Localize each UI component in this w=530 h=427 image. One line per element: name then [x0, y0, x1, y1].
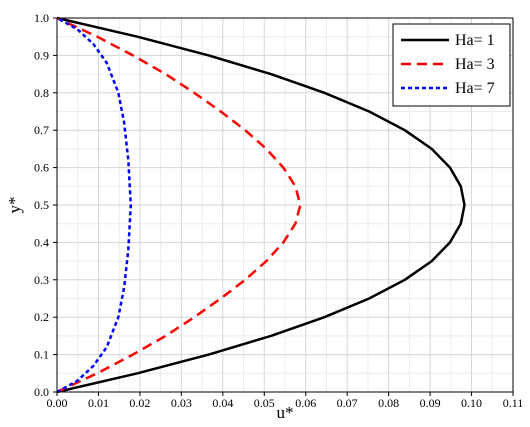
- y-tick-label: 0.4: [34, 235, 49, 249]
- y-tick-label: 0.3: [34, 273, 49, 287]
- y-tick-label: 1.0: [34, 11, 49, 25]
- x-tick-label: 0.06: [295, 396, 316, 410]
- y-tick-label: 0.5: [34, 198, 49, 212]
- y-tick-label: 0.8: [34, 86, 49, 100]
- y-axis-ticks: 0.0 0.1 0.2 0.3 0.4 0.5 0.6 0.7 0.8 0.9 1.0: [34, 11, 57, 399]
- x-axis-ticks: 0.00 0.01 0.02 0.03 0.04 0.05 0.06 0.07 0.08 0.09…: [47, 392, 524, 410]
- x-tick-label: 0.00: [47, 396, 68, 410]
- series-line-2: [56, 16, 302, 394]
- x-tick-label: 0.11: [503, 396, 524, 410]
- legend-box: [392, 23, 511, 107]
- x-tick-label: 0.05: [254, 396, 275, 410]
- x-tick-label: 0.02: [129, 396, 150, 410]
- legend-label: Ha= 7: [455, 80, 495, 97]
- y-tick-label: 0.2: [34, 310, 49, 324]
- legend-label: Ha= 1: [455, 32, 495, 49]
- x-axis-title: u*: [277, 403, 294, 422]
- legend: Ha= 1 Ha= 3 Ha= 7: [392, 23, 511, 107]
- x-tick-label: 0.08: [378, 396, 399, 410]
- y-tick-label: 0.6: [34, 161, 49, 175]
- x-tick-label: 0.10: [461, 396, 482, 410]
- y-tick-label: 0.7: [34, 123, 49, 137]
- x-tick-label: 0.01: [88, 396, 109, 410]
- y-tick-label: 0.1: [34, 348, 49, 362]
- x-tick-label: 0.07: [337, 396, 358, 410]
- y-axis-title: y*: [5, 197, 24, 214]
- x-tick-label: 0.09: [420, 396, 441, 410]
- series-layer: [56, 16, 466, 394]
- series-line-1: [56, 16, 466, 394]
- legend-label: Ha= 3: [455, 56, 495, 73]
- x-tick-label: 0.04: [212, 396, 233, 410]
- series-line-3: [56, 16, 133, 394]
- y-tick-label: 0.0: [34, 385, 49, 399]
- y-tick-label: 0.9: [34, 48, 49, 62]
- x-tick-label: 0.03: [171, 396, 192, 410]
